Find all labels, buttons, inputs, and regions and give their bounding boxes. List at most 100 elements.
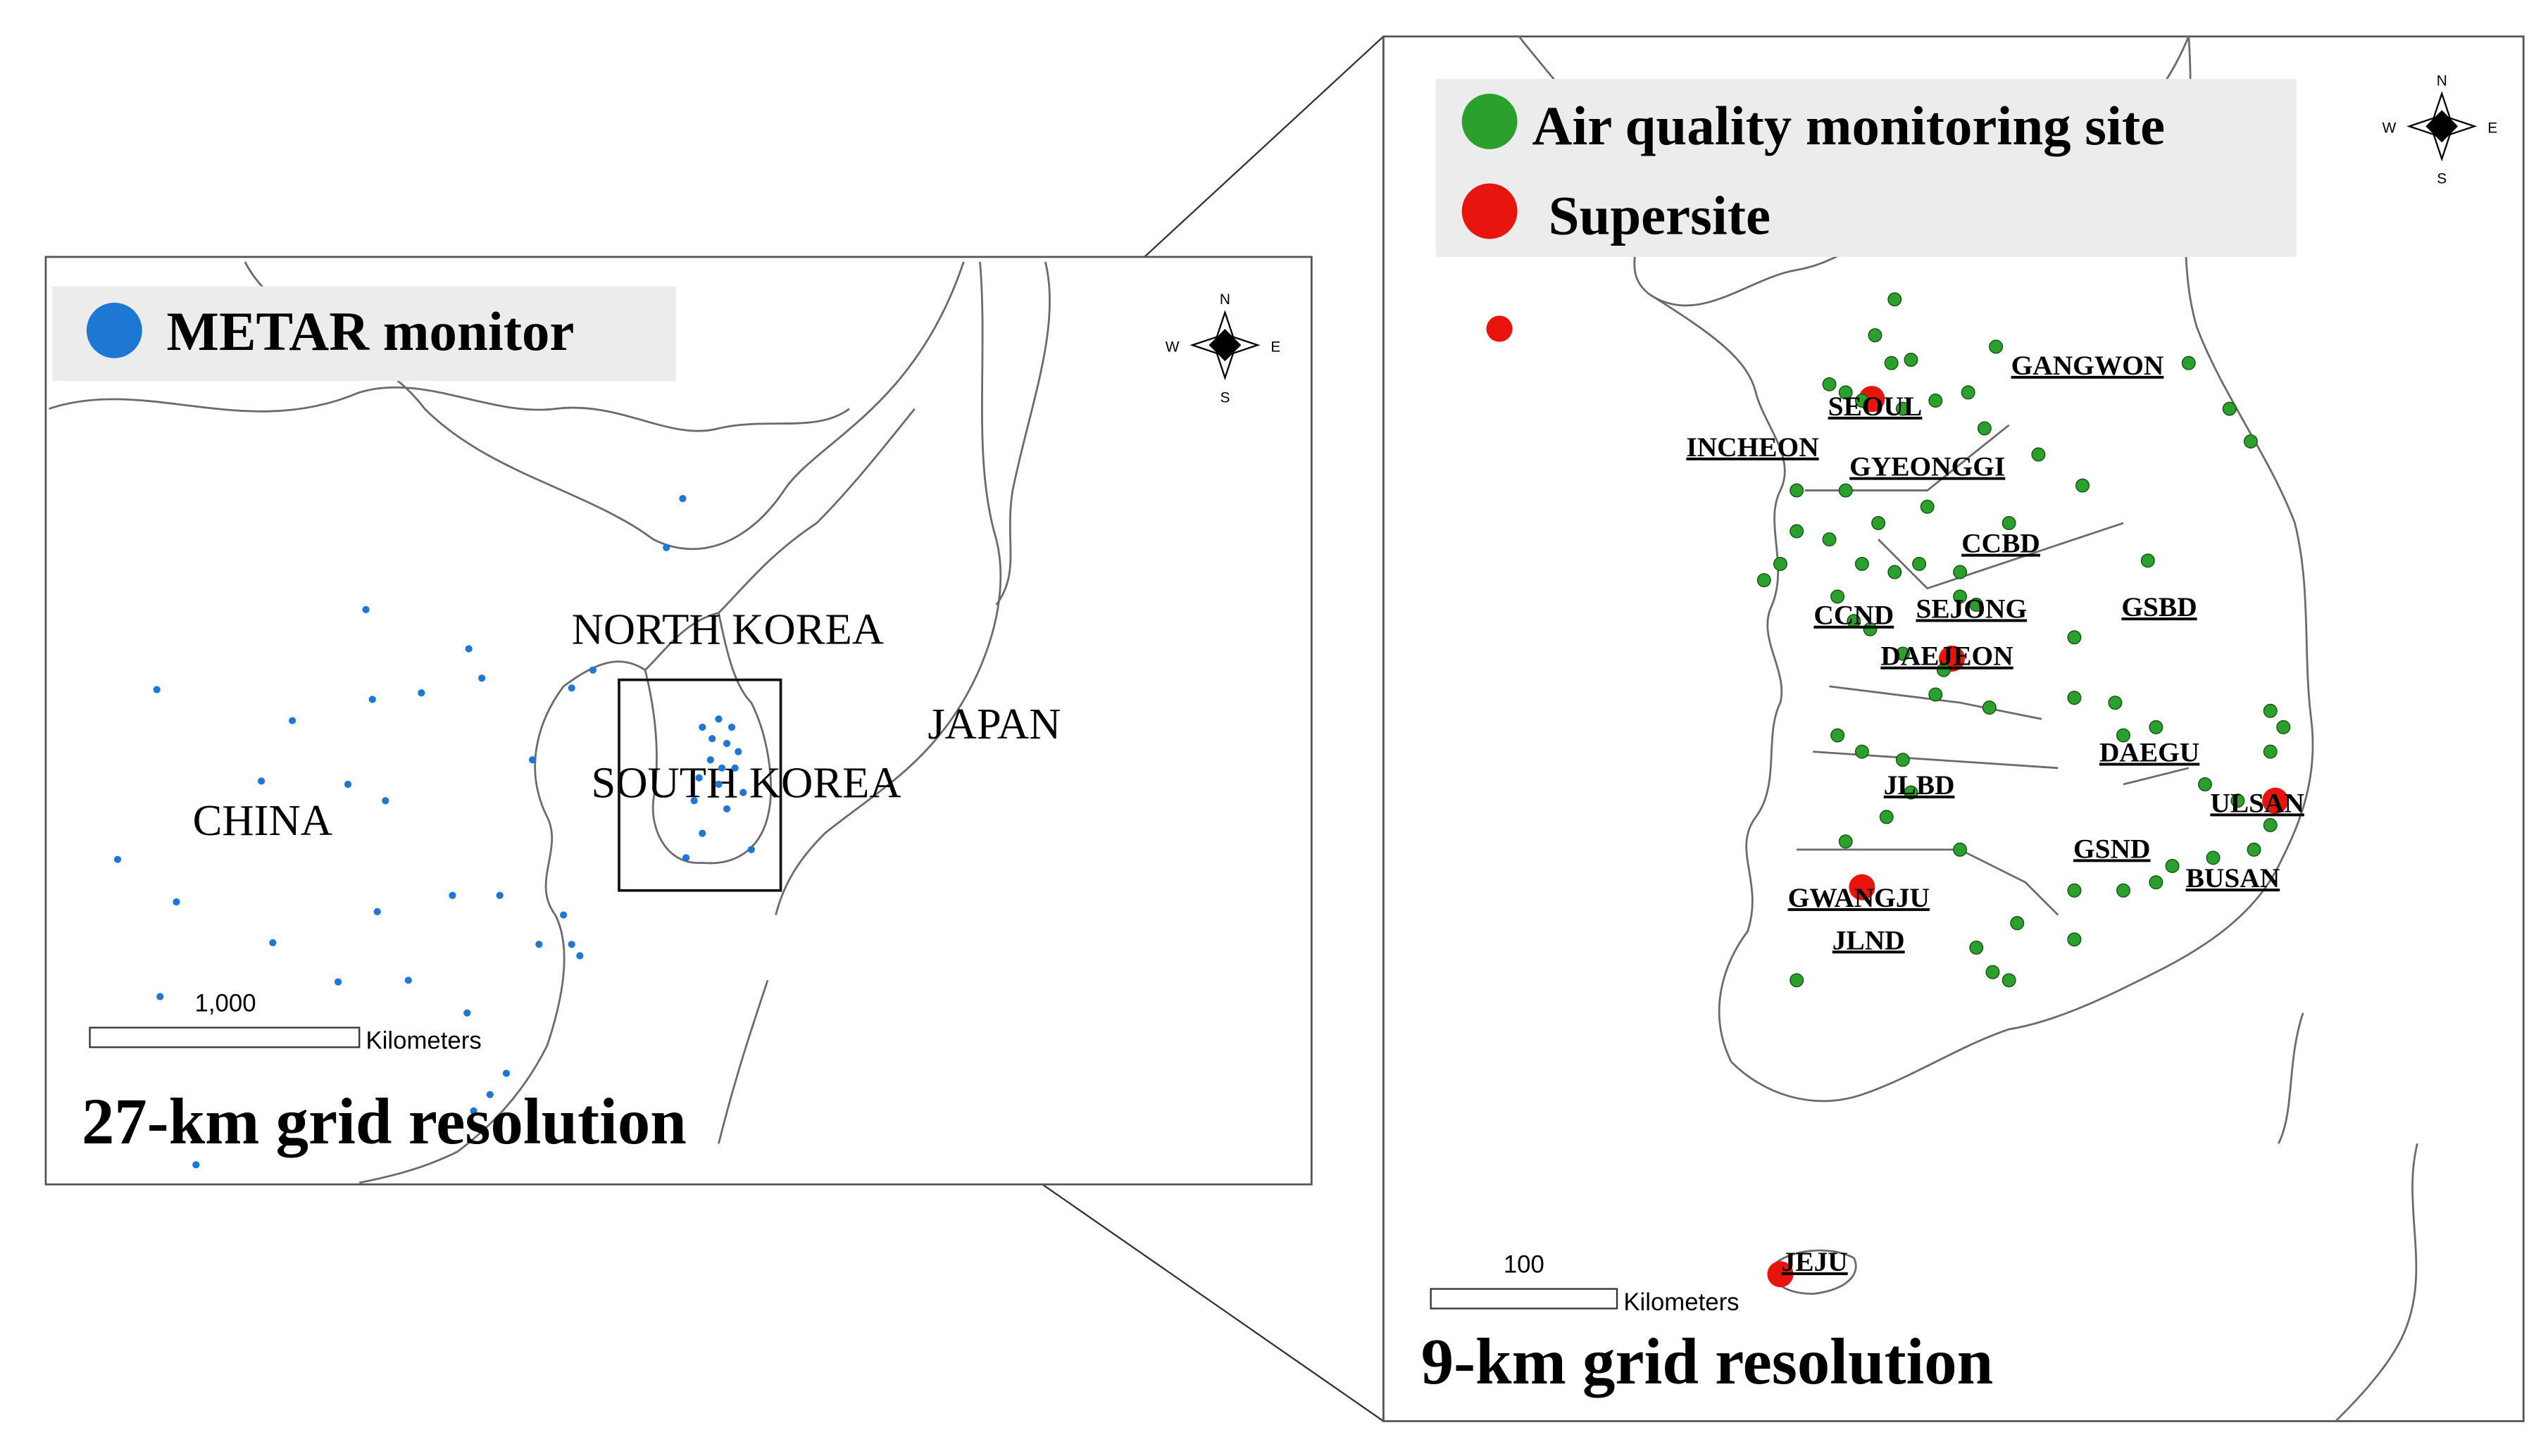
supersite xyxy=(1767,1261,1794,1288)
monitoring-site xyxy=(2206,851,2221,865)
monitoring-site xyxy=(2001,973,2016,988)
region-label: SEOUL xyxy=(1828,391,1923,422)
metar-site xyxy=(470,1107,477,1115)
metar-site xyxy=(334,978,342,986)
metar-site xyxy=(576,952,584,960)
coastline xyxy=(2278,1012,2304,1144)
metar-site xyxy=(502,1069,511,1077)
metar-site xyxy=(715,780,723,789)
monitoring-site xyxy=(1790,524,1804,539)
country-label: NORTH KOREA xyxy=(572,605,884,654)
monitoring-site xyxy=(2263,818,2278,832)
country-label: CHINA xyxy=(193,796,332,845)
monitoring-site xyxy=(2031,447,2046,462)
monitoring-site xyxy=(2263,703,2278,718)
monitoring-site xyxy=(1790,483,1804,498)
monitoring-site xyxy=(1854,744,1869,759)
legend-marker xyxy=(86,302,142,358)
region-label: JLBD xyxy=(1884,770,1955,801)
region-label: GANGWON xyxy=(2011,350,2164,381)
compass-letter: N xyxy=(1220,291,1230,308)
legend-marker xyxy=(1461,183,1518,239)
country-label: SOUTH KOREA xyxy=(592,758,901,808)
monitoring-site xyxy=(2222,401,2237,416)
monitoring-site xyxy=(1830,728,1845,743)
metar-site xyxy=(735,748,742,755)
scale-distance: 100 xyxy=(1504,1251,1544,1278)
metar-site xyxy=(113,855,122,863)
monitoring-site xyxy=(1879,810,1894,824)
coastline xyxy=(1771,1249,1857,1295)
metar-site xyxy=(478,674,486,682)
metar-site xyxy=(731,764,739,772)
compass-letter: E xyxy=(2487,120,2497,137)
scale-unit: Kilometers xyxy=(1623,1289,1739,1316)
monitoring-site xyxy=(1895,401,1910,416)
monitoring-site xyxy=(1822,532,1837,547)
coastline xyxy=(995,261,1051,605)
monitoring-site xyxy=(1854,556,1869,571)
metar-site xyxy=(695,774,703,782)
metar-site xyxy=(718,764,726,772)
metar-site xyxy=(404,977,412,984)
legend-label: Air quality monitoring site xyxy=(1532,96,2165,157)
metar-site xyxy=(589,666,597,674)
monitoring-site xyxy=(1953,842,1968,857)
monitoring-site xyxy=(2149,875,2163,890)
metar-site xyxy=(382,797,389,805)
monitoring-site xyxy=(1854,394,1869,408)
monitoring-site xyxy=(2108,696,2123,710)
metar-site xyxy=(699,829,706,837)
monitoring-site xyxy=(2263,744,2278,759)
monitoring-site xyxy=(2067,691,2082,705)
metar-site xyxy=(418,689,425,697)
region-label: JLND xyxy=(1832,924,1905,955)
legend-marker xyxy=(1461,93,1518,149)
monitoring-site xyxy=(2230,793,2245,808)
metar-site xyxy=(344,780,352,789)
monitoring-site xyxy=(1928,687,1943,702)
monitoring-site xyxy=(1895,646,1910,661)
supersite xyxy=(1849,874,1875,900)
metar-site xyxy=(663,544,670,551)
metar-site xyxy=(739,789,747,796)
metar-site xyxy=(715,715,723,723)
inset-box xyxy=(618,678,782,892)
metar-site xyxy=(465,645,473,653)
monitoring-site xyxy=(1884,356,1899,370)
monitoring-sites xyxy=(1486,292,2291,1288)
monitoring-site xyxy=(1953,565,1968,579)
monitoring-site xyxy=(1887,292,1902,307)
metar-site xyxy=(568,941,575,948)
metar-site xyxy=(747,846,755,853)
metar-site xyxy=(156,993,164,1000)
monitoring-site xyxy=(2075,478,2090,493)
province-border xyxy=(1797,424,2190,916)
scale-unit: Kilometers xyxy=(366,1028,482,1055)
metar-site xyxy=(463,1009,471,1017)
metar-site xyxy=(568,684,575,692)
compass: N W E S xyxy=(1166,291,1281,406)
supersite xyxy=(1486,315,1513,342)
monitoring-site xyxy=(2067,932,2082,947)
monitoring-site xyxy=(1895,753,1910,767)
region-label: BUSAN xyxy=(2186,862,2280,893)
monitoring-site xyxy=(1969,940,1984,955)
region-labels: GANGWON SEOUL INCHEON GYEONGGI CCBD CCND SEJON… xyxy=(1686,350,2304,1277)
monitoring-site xyxy=(1838,483,1853,498)
coastline xyxy=(644,613,772,865)
monitoring-site xyxy=(2197,777,2212,791)
monitoring-site xyxy=(1989,339,2004,354)
monitoring-site xyxy=(1977,421,1992,436)
coastline xyxy=(2335,1143,2418,1422)
region-label: CCBD xyxy=(1961,528,2040,559)
monitoring-site xyxy=(1928,394,1943,408)
coastline xyxy=(358,686,566,1184)
scale-bar xyxy=(89,1027,361,1048)
metar-site xyxy=(535,941,543,948)
monitoring-site xyxy=(1790,973,1804,988)
monitoring-site xyxy=(1773,556,1787,571)
coastline xyxy=(775,261,1002,915)
metar-site xyxy=(362,605,370,613)
